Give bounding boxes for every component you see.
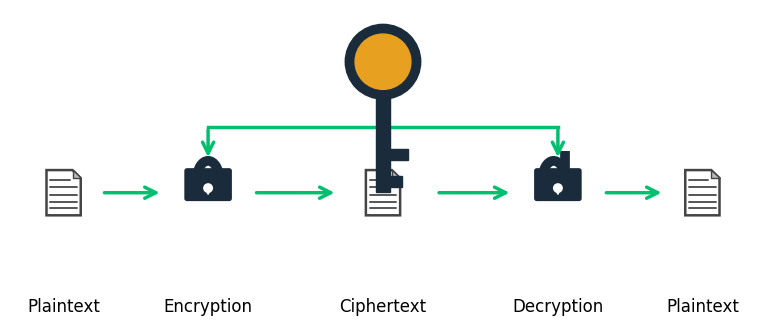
Circle shape bbox=[204, 184, 212, 192]
Bar bbox=[390, 149, 408, 160]
Polygon shape bbox=[366, 170, 400, 215]
Text: Plaintext: Plaintext bbox=[666, 298, 739, 316]
Text: Encryption: Encryption bbox=[164, 298, 253, 316]
Polygon shape bbox=[205, 188, 211, 194]
Polygon shape bbox=[686, 170, 719, 215]
Circle shape bbox=[345, 24, 421, 99]
Bar bbox=[390, 176, 402, 186]
Circle shape bbox=[554, 184, 562, 192]
Polygon shape bbox=[392, 170, 400, 178]
Circle shape bbox=[355, 34, 411, 89]
Polygon shape bbox=[712, 170, 719, 178]
Bar bbox=[376, 95, 390, 192]
Polygon shape bbox=[555, 188, 561, 194]
FancyBboxPatch shape bbox=[185, 169, 231, 200]
Text: Ciphertext: Ciphertext bbox=[339, 298, 427, 316]
Text: Decryption: Decryption bbox=[512, 298, 604, 316]
Polygon shape bbox=[73, 170, 80, 178]
Text: Plaintext: Plaintext bbox=[27, 298, 100, 316]
FancyBboxPatch shape bbox=[535, 169, 581, 200]
Polygon shape bbox=[47, 170, 80, 215]
